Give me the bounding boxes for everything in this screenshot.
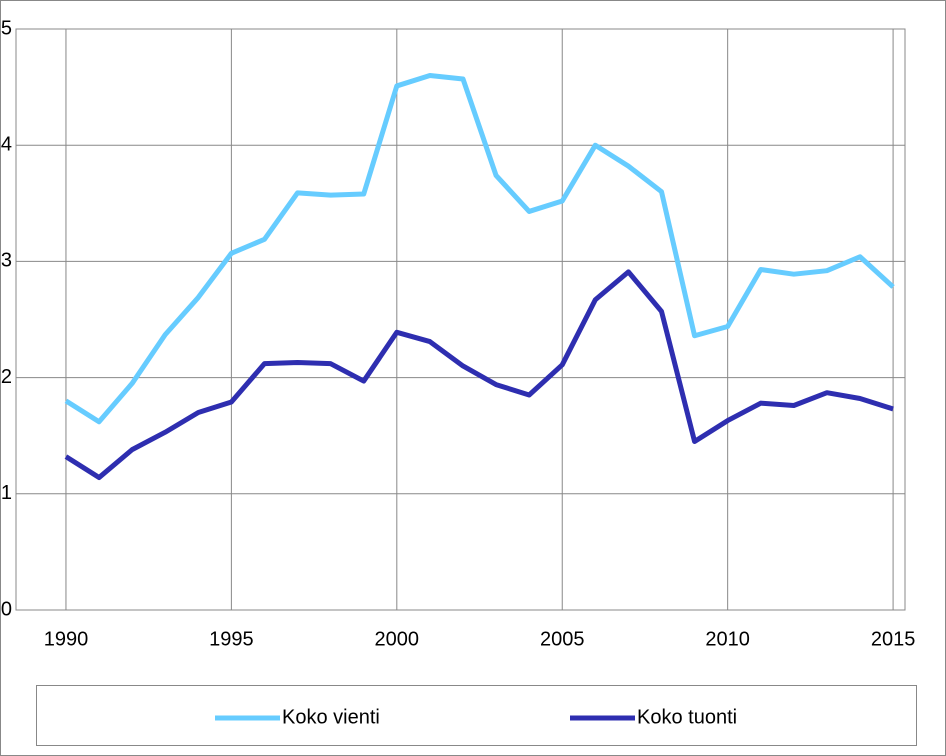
x-tick-label: 2015 [871, 628, 916, 650]
x-tick-label: 2005 [540, 628, 585, 650]
y-tick-label: 5 [1, 17, 12, 39]
x-tick-label: 2010 [705, 628, 750, 650]
legend-label: Koko tuonti [637, 706, 737, 728]
y-tick-label: 2 [1, 366, 12, 388]
y-tick-label: 0 [1, 598, 12, 620]
legend-label: Koko vienti [282, 706, 380, 728]
series-line [64, 269, 894, 481]
y-tick-label: 1 [1, 482, 12, 504]
series-line [64, 72, 895, 425]
x-tick-label: 2000 [375, 628, 420, 650]
x-tick-label: 1995 [209, 628, 254, 650]
y-tick-label: 4 [1, 133, 12, 155]
legend [36, 685, 917, 746]
x-tick-label: 1990 [44, 628, 89, 650]
y-tick-label: 3 [1, 250, 12, 272]
